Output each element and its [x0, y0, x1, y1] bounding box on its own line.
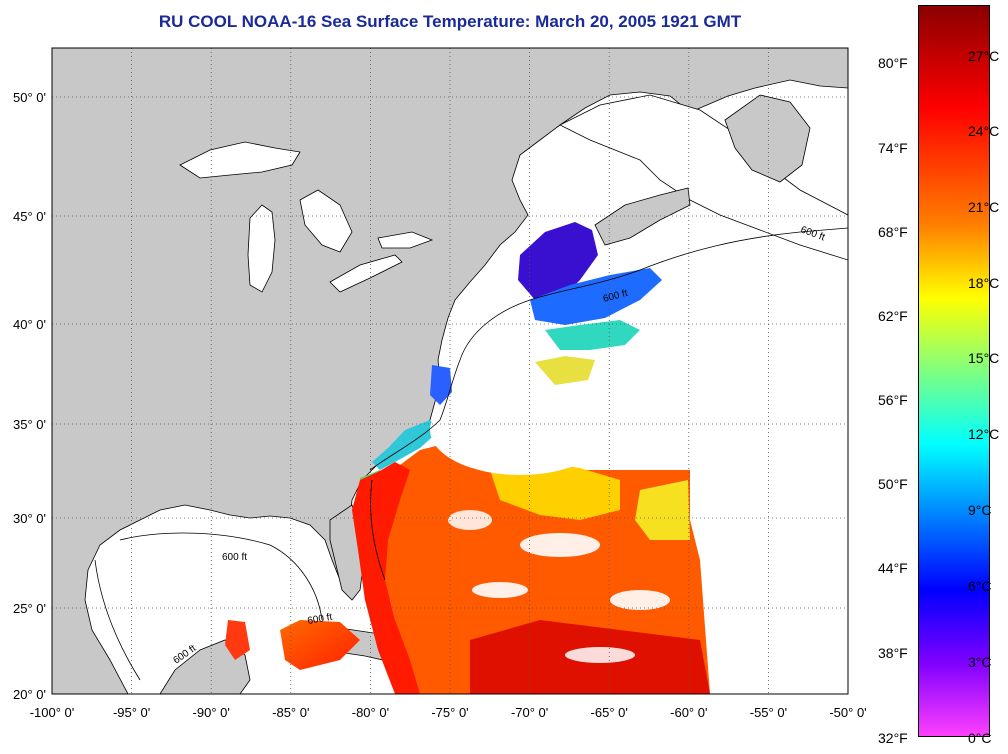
sst-shelf-cyan	[545, 320, 640, 350]
depth-contour-label: 600 ft	[307, 612, 334, 627]
depth-contour-line	[94, 559, 141, 681]
celsius-tick-label: 27°C	[968, 48, 1000, 64]
celsius-tick-label: 21°C	[968, 199, 1000, 215]
depth-contour-line	[370, 479, 386, 581]
cloud-patch	[472, 582, 528, 598]
celsius-tick-label: 9°C	[968, 502, 992, 518]
fahrenheit-tick-label: 74°F	[878, 140, 908, 156]
celsius-tick-label: 18°C	[968, 275, 1000, 291]
sst-shelf-blue	[530, 268, 662, 325]
celsius-tick-label: 24°C	[968, 123, 1000, 139]
sst-yucatan-channel	[225, 620, 250, 660]
latitude-label: 30° 0'	[13, 511, 46, 526]
fahrenheit-tick-label: 56°F	[878, 392, 908, 408]
celsius-tick-label: 12°C	[968, 426, 1000, 442]
sst-warm-yellow	[490, 462, 620, 520]
longitude-label: -85° 0'	[272, 705, 309, 720]
longitude-labels: -100° 0' -95° 0' -90° 0' -85° 0' -80° 0' -75°…	[30, 705, 867, 720]
longitude-label: -90° 0'	[193, 705, 230, 720]
depth-contour-line	[119, 532, 323, 621]
gulf-of-st-lawrence	[559, 94, 848, 261]
fahrenheit-tick-label: 38°F	[878, 645, 908, 661]
graticule	[52, 48, 848, 694]
nova-scotia-land	[594, 187, 691, 246]
cloud-patch	[520, 533, 600, 557]
lake-huron	[299, 189, 353, 253]
map-frame	[51, 47, 849, 695]
latitude-label: 40° 0'	[13, 317, 46, 332]
depth-contour-line	[369, 227, 848, 471]
cloud-patch	[560, 380, 700, 460]
latitude-label: 50° 0'	[13, 90, 46, 105]
latitude-label: 20° 0'	[13, 687, 46, 702]
longitude-label: -55° 0'	[750, 705, 787, 720]
temperature-colorbar	[918, 5, 990, 737]
fahrenheit-tick-label: 68°F	[878, 224, 908, 240]
sst-chesapeake-blue	[430, 365, 452, 405]
depth-contour-label: 600 ft	[222, 552, 247, 563]
cloud-patch	[610, 590, 670, 610]
latitude-label: 35° 0'	[13, 417, 46, 432]
lake-michigan	[247, 204, 276, 293]
celsius-tick-label: 6°C	[968, 578, 992, 594]
sst-map[interactable]: 600 ft 600 ft 600 ft 600 ft 600 ft 50° 0…	[0, 0, 870, 754]
longitude-label: -65° 0'	[591, 705, 628, 720]
sst-gulf-of-maine-cold	[518, 222, 598, 300]
fahrenheit-tick-label: 62°F	[878, 308, 908, 324]
longitude-label: -70° 0'	[511, 705, 548, 720]
longitude-label: -50° 0'	[829, 705, 866, 720]
lake-erie	[329, 254, 403, 293]
sst-warm-yellow-east	[635, 480, 690, 540]
fahrenheit-tick-label: 50°F	[878, 476, 908, 492]
fahrenheit-tick-label: 32°F	[878, 730, 908, 746]
sst-gulf-mexico-orange	[280, 620, 360, 670]
longitude-label: -100° 0'	[30, 705, 75, 720]
longitude-label: -60° 0'	[670, 705, 707, 720]
sst-slope-yellow	[535, 356, 595, 385]
cloud-patch	[448, 510, 492, 530]
fahrenheit-tick-label: 80°F	[878, 55, 908, 71]
latitude-label: 45° 0'	[13, 209, 46, 224]
cloud-patch	[565, 647, 635, 663]
lake-superior	[179, 141, 301, 179]
longitude-label: -75° 0'	[431, 705, 468, 720]
longitude-label: -95° 0'	[113, 705, 150, 720]
celsius-tick-label: 3°C	[968, 654, 992, 670]
newfoundland-land	[724, 94, 811, 183]
celsius-tick-label: 0°C	[968, 730, 992, 746]
celsius-tick-label: 15°C	[968, 350, 1000, 366]
fahrenheit-tick-label: 44°F	[878, 560, 908, 576]
latitude-label: 25° 0'	[13, 601, 46, 616]
lake-ontario	[377, 231, 434, 249]
longitude-label: -80° 0'	[352, 705, 389, 720]
map-title: RU COOL NOAA-16 Sea Surface Temperature:…	[158, 12, 742, 31]
latitude-labels: 50° 0' 45° 0' 40° 0' 35° 0' 30° 0' 25° 0' 20° …	[13, 90, 46, 702]
sst-gulfstream-red	[352, 462, 420, 694]
